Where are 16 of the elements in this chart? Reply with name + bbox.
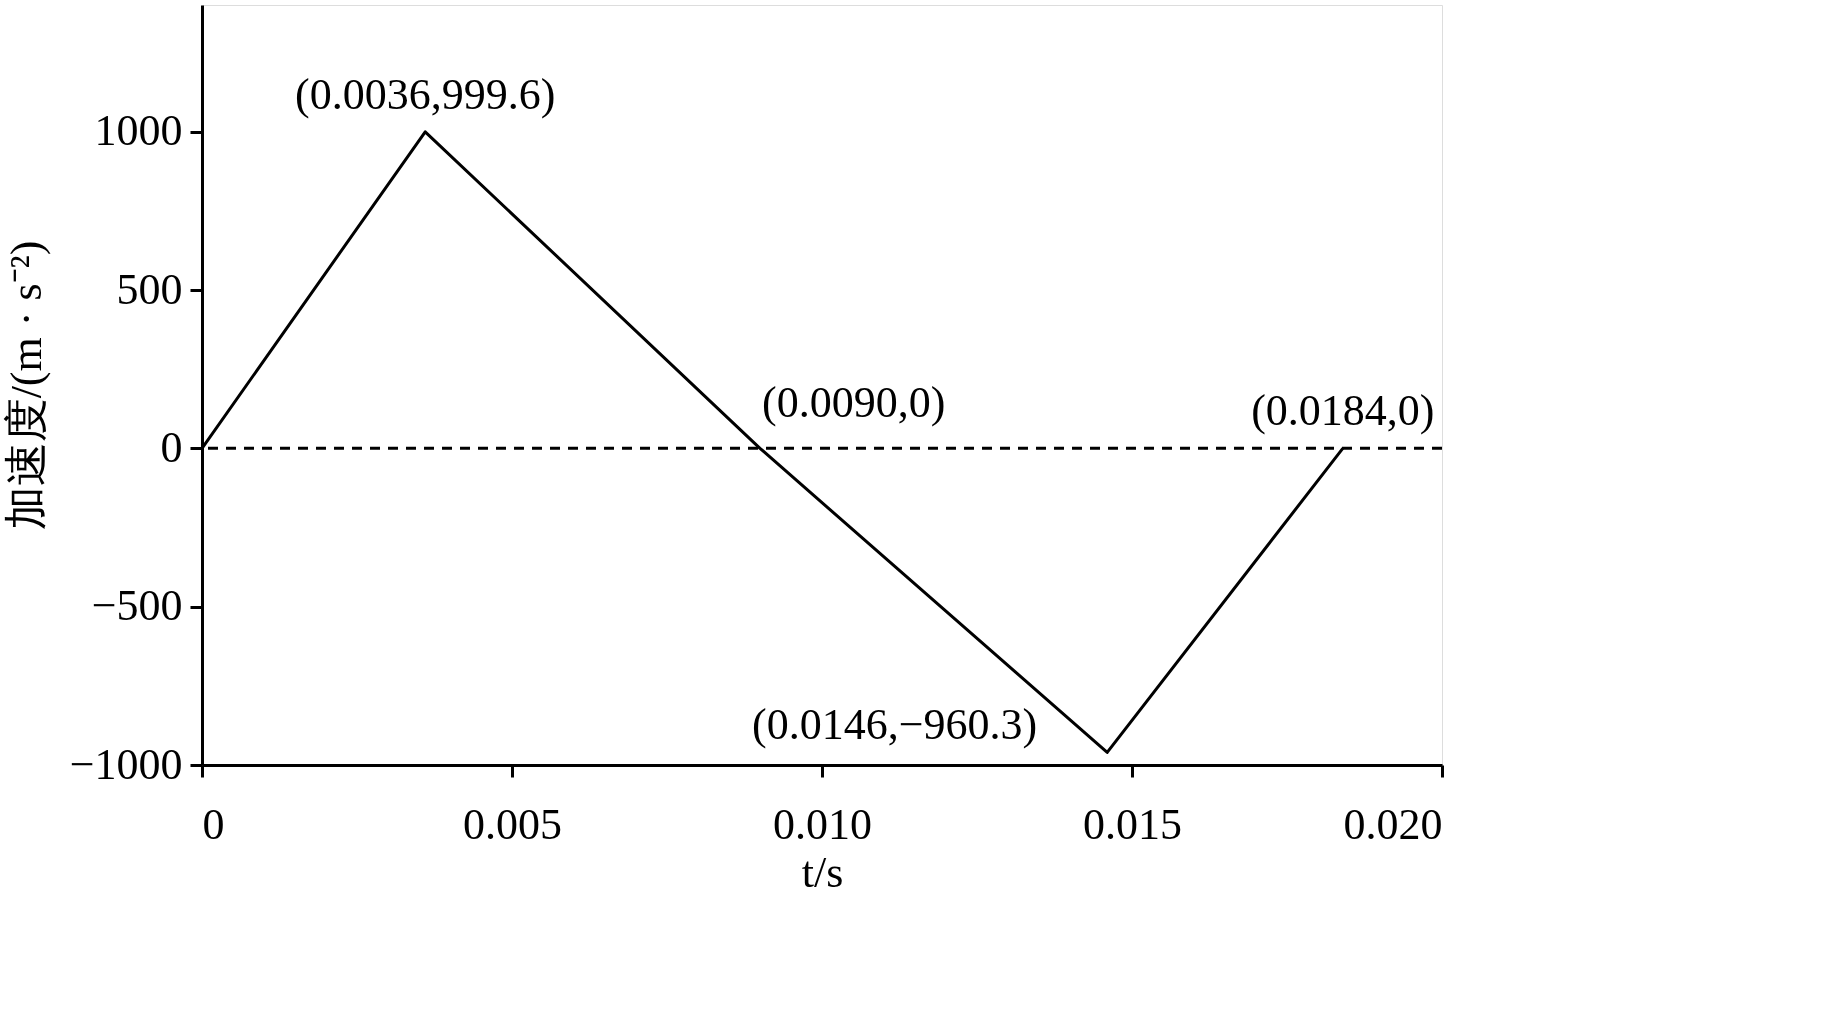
x-tick-label: 0 <box>202 799 225 849</box>
x-tick-label: 0.015 <box>1083 799 1182 849</box>
y-tick-label: −500 <box>91 581 183 631</box>
x-tick-label: 0.005 <box>463 799 562 849</box>
y-tick-label: 500 <box>116 264 183 314</box>
annotation: (0.0146,−960.3) <box>752 700 1038 750</box>
x-tick-label: 0.020 <box>1343 799 1443 849</box>
annotation: (0.0090,0) <box>762 378 946 428</box>
annotation: (0.0184,0) <box>1251 386 1435 436</box>
x-tick-label: 0.010 <box>773 799 872 849</box>
y-axis-title: 加速度/(m · s⁻²) <box>1 240 51 531</box>
y-tick-label: −1000 <box>69 739 183 789</box>
x-axis-title: t/s <box>801 847 844 897</box>
y-tick-label: 1000 <box>94 106 183 156</box>
annotation: (0.0036,999.6) <box>295 69 556 119</box>
y-tick-label: 0 <box>160 422 183 472</box>
